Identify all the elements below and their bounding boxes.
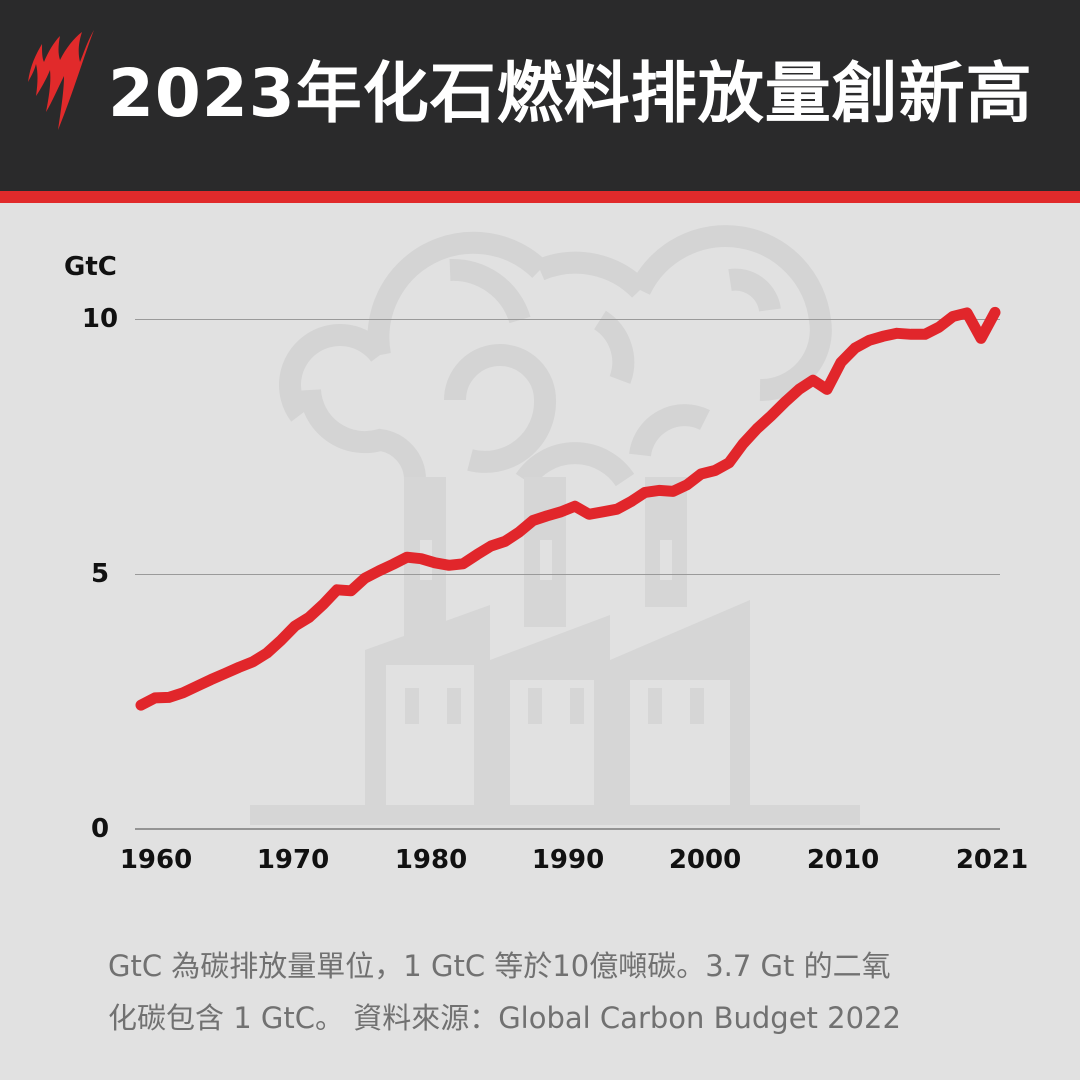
- footnote: GtC 為碳排放量單位，1 GtC 等於10億噸碳。3.7 Gt 的二氧 化碳包…: [108, 940, 1008, 1044]
- x-tick-2021: 2021: [955, 845, 1029, 875]
- x-tick-2000: 2000: [668, 845, 742, 875]
- footnote-line-1: GtC 為碳排放量單位，1 GtC 等於10億噸碳。3.7 Gt 的二氧: [108, 949, 891, 983]
- x-tick-1980: 1980: [394, 845, 468, 875]
- page-title: 2023年化石燃料排放量創新高: [108, 55, 1033, 132]
- factory-smoke-icon: [279, 225, 832, 487]
- x-tick-1970: 1970: [256, 845, 330, 875]
- sbs-logo-icon: [28, 30, 94, 130]
- x-tick-1990: 1990: [531, 845, 605, 875]
- accent-stripe: [0, 191, 1080, 203]
- emissions-line: [135, 306, 1001, 711]
- y-tick-5: 5: [90, 559, 110, 589]
- header-bar: 2023年化石燃料排放量創新高: [0, 0, 1080, 191]
- x-tick-1960: 1960: [119, 845, 193, 875]
- footnote-line-2: 化碳包含 1 GtC。 資料來源：Global Carbon Budget 20…: [108, 1001, 901, 1035]
- y-axis-unit-label: GtC: [64, 252, 117, 282]
- y-tick-0: 0: [90, 814, 110, 844]
- y-tick-10: 10: [81, 304, 119, 334]
- x-tick-2010: 2010: [806, 845, 880, 875]
